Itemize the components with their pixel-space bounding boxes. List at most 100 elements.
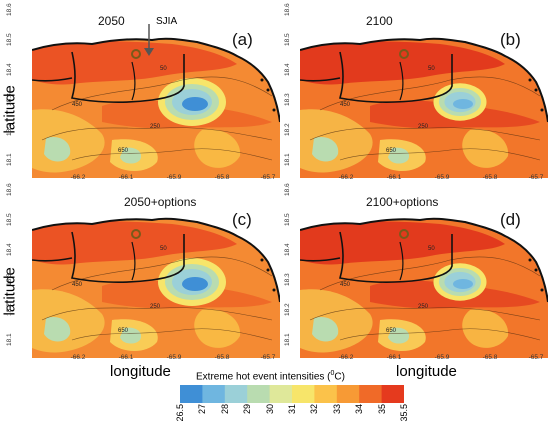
lon-ticks-a: -66.2 -66.1 -65.9 -65.8 -65.7 [32, 174, 280, 184]
colorbar-tick: 29 [242, 404, 253, 415]
island-dot-2 [528, 78, 532, 82]
contour-line-0 [51, 76, 273, 111]
lat-tick: 18.1 [284, 333, 291, 346]
lat-tick: 18.6 [284, 3, 291, 16]
lat-ticks-a: 18.1 18.2 18.3 18.4 18.5 18.6 [6, 0, 28, 180]
contour-label-650: 650 [386, 148, 397, 154]
contour-label-250: 250 [418, 304, 429, 310]
lon-tick: -66.1 [118, 174, 134, 181]
island-dot-1 [272, 108, 276, 112]
contour-label-250: 250 [150, 124, 161, 130]
contour-label-650: 650 [118, 148, 129, 154]
colorbar-segment [180, 385, 203, 403]
contour-line-0 [319, 256, 541, 291]
coastline [300, 37, 548, 123]
lat-tick: 18.6 [6, 183, 13, 196]
colorbar-title-unit: C) [334, 371, 345, 383]
cool-zone-green-a [44, 136, 71, 162]
island-dot-0 [534, 88, 538, 92]
boundary-san-juan [70, 51, 185, 103]
contour-label-450: 450 [72, 102, 83, 108]
contour-label-450: 450 [340, 282, 351, 288]
cool-zone-east [194, 129, 241, 168]
mountain-core-lightblue [453, 279, 473, 289]
colorbar-segment [381, 385, 404, 403]
lon-tick: -65.7 [528, 354, 544, 361]
colorbar-tick: 26.5 [175, 404, 185, 422]
x-axis-title-left: longitude [110, 363, 171, 380]
mountain-core-blue [182, 97, 208, 111]
lat-tick: 18.5 [284, 33, 291, 46]
coastline [300, 217, 548, 303]
panel-c-year: 2050+options [124, 195, 197, 209]
contour-label-50: 50 [160, 246, 167, 252]
lat-tick: 18.2 [284, 303, 291, 316]
contour-line-2 [71, 148, 273, 161]
lon-ticks-c: -66.2 -66.1 -65.9 -65.8 -65.7 [32, 354, 280, 364]
cool-zone-green-a [44, 316, 71, 342]
lat-tick: 18.1 [284, 153, 291, 166]
cool-zone-east [194, 309, 241, 348]
colorbar-segment [359, 385, 383, 403]
colorbar-title-sup: 0 [330, 370, 335, 377]
contour-label-50: 50 [160, 66, 167, 72]
contour-line-2 [71, 328, 273, 341]
colorbar-title: Extreme hot event intensities (0C) [196, 370, 345, 382]
cool-zone-green-b [120, 327, 142, 344]
colorbar-tick: 30 [264, 404, 275, 415]
colorbar-tick: 35.5 [399, 404, 409, 422]
lon-tick: -65.7 [260, 354, 276, 361]
contour-label-50: 50 [428, 66, 435, 72]
boundary-internal [399, 241, 404, 281]
boundary-internal [131, 241, 136, 281]
contour-line-1 [309, 127, 541, 141]
contour-line-2 [339, 328, 541, 341]
contour-label-50: 50 [428, 246, 435, 252]
contour-label-450: 450 [340, 102, 351, 108]
island-dot-1 [540, 288, 544, 292]
colorbar-tick: 33 [331, 404, 342, 415]
coastline [32, 37, 280, 123]
lat-tick: 18.2 [284, 123, 291, 136]
map-svg: 50 250 450 650 [300, 217, 548, 358]
boundary-san-juan [338, 231, 453, 283]
lat-ticks-d: 18.1 18.2 18.3 18.4 18.5 18.6 [284, 180, 306, 360]
island-dot-2 [528, 258, 532, 262]
contour-label-250: 250 [150, 304, 161, 310]
boundary-internal [399, 61, 404, 101]
contour-line-1 [41, 127, 273, 141]
colorbar [180, 385, 404, 403]
island-dot-0 [266, 88, 270, 92]
lat-tick: 18.1 [6, 153, 13, 166]
lon-tick: -66.2 [338, 354, 354, 361]
island-dot-2 [260, 258, 264, 262]
hot-band-north [32, 221, 237, 265]
lat-tick: 18.4 [6, 243, 13, 256]
cool-zone-east [462, 129, 509, 168]
lon-tick: -65.8 [482, 354, 498, 361]
panel-b-year: 2100 [366, 14, 393, 28]
colorbar-tick: 35 [376, 404, 387, 415]
lon-tick: -65.9 [434, 354, 450, 361]
lat-ticks-b: 18.1 18.2 18.3 18.4 18.5 18.6 [284, 0, 306, 180]
colorbar-segment [224, 385, 248, 403]
map-svg: 50 250 450 650 [32, 37, 280, 178]
sjia-marker [131, 229, 141, 239]
cool-zone-green-b [388, 327, 410, 344]
map-panel-a: 50 250 450 650 [32, 10, 280, 178]
contour-label-650: 650 [118, 328, 129, 334]
lon-tick: -65.8 [214, 174, 230, 181]
lon-tick: -66.2 [70, 354, 86, 361]
hot-band-north [300, 221, 505, 265]
map-svg: 50 250 450 650 [32, 217, 280, 358]
lon-tick: -66.2 [70, 174, 86, 181]
cool-zone-green-a [312, 316, 339, 342]
lat-tick: 18.3 [284, 273, 291, 286]
contour-line-1 [41, 307, 273, 321]
contour-line-0 [51, 256, 273, 291]
lon-tick: -66.2 [338, 174, 354, 181]
contour-label-450: 450 [72, 282, 83, 288]
colorbar-segment [336, 385, 360, 403]
contour-label-650: 650 [386, 328, 397, 334]
